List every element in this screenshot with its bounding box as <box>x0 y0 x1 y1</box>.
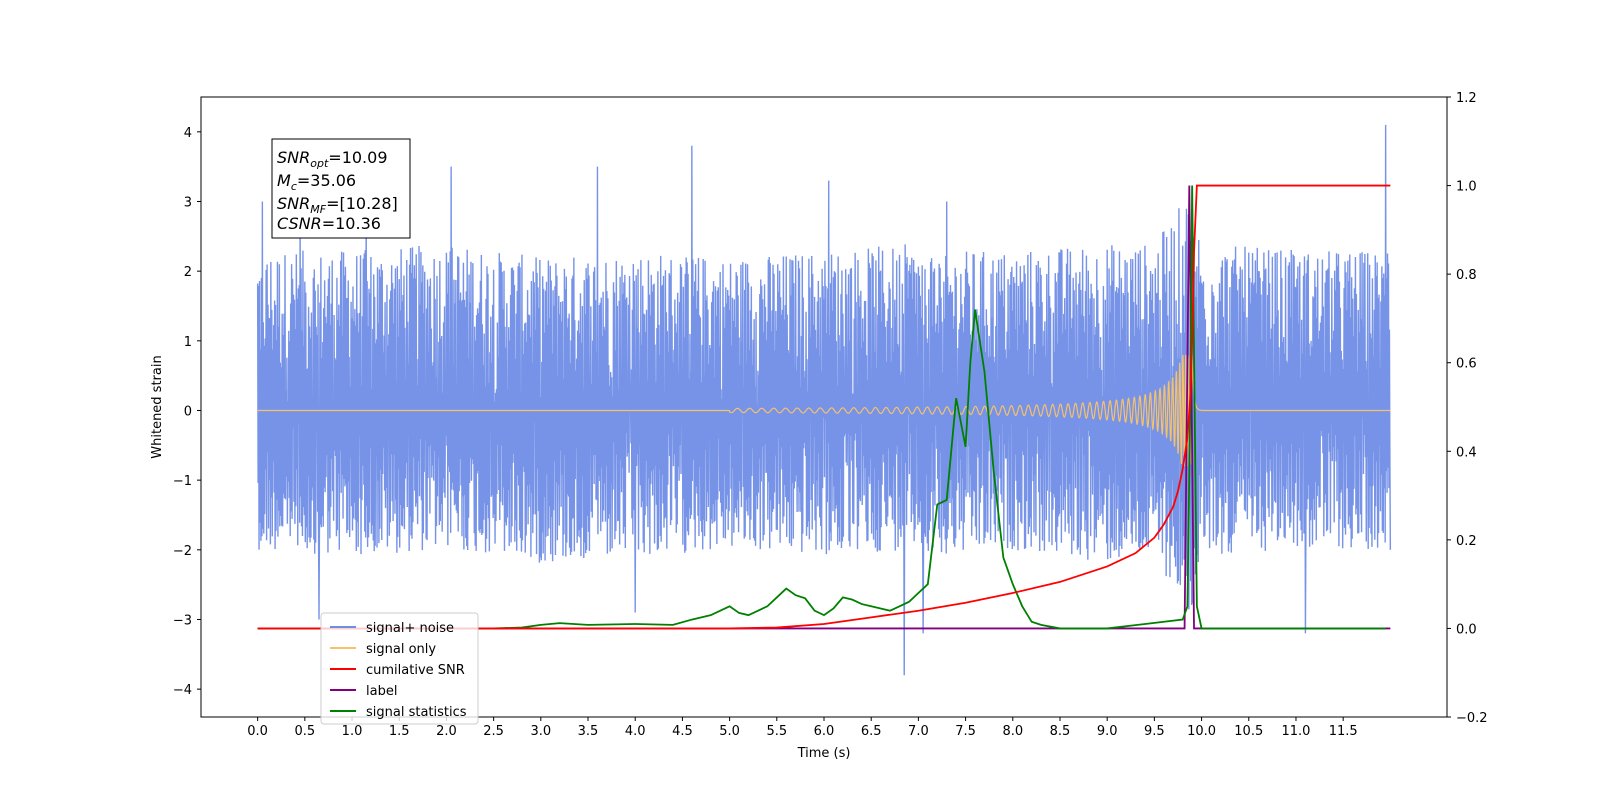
y-right-tick-label: 0.4 <box>1456 445 1477 460</box>
signal-only-series <box>257 354 1391 467</box>
y-right-tick-label: 0.6 <box>1456 357 1477 372</box>
annotation-frame <box>271 138 411 239</box>
x-tick-label: 8.0 <box>1002 724 1023 739</box>
x-tick-label: 4.0 <box>625 724 646 739</box>
y-left-tick-label: 3 <box>184 195 192 210</box>
y-left-tick-label: −2 <box>173 544 192 559</box>
x-axis: 0.0 0.5 1.0 1.5 2.0 2.5 3.0 3.5 4.0 4.5 5.0 5.5 6.0 6… <box>247 717 1358 739</box>
x-tick-label: 10.5 <box>1234 724 1263 739</box>
x-tick-label: 9.5 <box>1144 724 1165 739</box>
y-left-tick-label: 4 <box>184 126 192 141</box>
y-right-tick-label: 1.2 <box>1456 91 1477 106</box>
y-left-tick-label: −4 <box>173 683 192 698</box>
legend-label: cumilative SNR <box>366 663 465 678</box>
x-tick-label: 0.0 <box>247 724 268 739</box>
cumulative-snr-series <box>257 184 1391 630</box>
signal-statistics-series <box>257 185 1386 630</box>
x-tick-label: 2.0 <box>436 724 457 739</box>
x-tick-label: 7.5 <box>955 724 976 739</box>
legend-label: label <box>366 684 397 699</box>
legend-frame <box>320 612 479 725</box>
y-right-tick-label: 0.2 <box>1456 534 1477 549</box>
y-left-tick-label: 1 <box>184 335 192 350</box>
x-tick-label: 2.5 <box>483 724 504 739</box>
x-tick-label: 5.0 <box>719 724 740 739</box>
legend: signal+ noise signal only cumilative SNR la… <box>320 612 479 725</box>
y-right-tick-label: 0.0 <box>1456 622 1477 637</box>
x-tick-label: 11.5 <box>1329 724 1358 739</box>
y-left-tick-label: 2 <box>184 265 192 280</box>
x-tick-label: 7.0 <box>908 724 929 739</box>
legend-label: signal statistics <box>366 705 467 720</box>
legend-label: signal only <box>366 642 436 657</box>
plot-area <box>256 124 1392 676</box>
left-y-axis: 4 3 2 1 0 −1 −2 −3 −4 <box>173 126 201 698</box>
snr-opt-value: =10.09 <box>328 148 387 167</box>
x-tick-label: 1.5 <box>389 724 410 739</box>
y-left-tick-label: −1 <box>173 474 192 489</box>
x-tick-label: 11.0 <box>1281 724 1310 739</box>
right-y-axis: 1.2 1.0 0.8 0.6 0.4 0.2 0.0 −0.2 <box>1447 91 1488 726</box>
y-left-tick-label: −3 <box>173 613 192 628</box>
snr-opt-annotation: SNRopt=10.09 <box>277 148 388 170</box>
y-axis-label: Whitened strain <box>150 355 165 458</box>
x-tick-label: 8.5 <box>1050 724 1071 739</box>
mc-value: =35.06 <box>297 171 356 190</box>
signal-noise-series <box>256 124 1392 676</box>
legend-label: signal+ noise <box>366 621 454 636</box>
y-right-tick-label: −0.2 <box>1456 711 1488 726</box>
x-tick-label: 3.0 <box>530 724 551 739</box>
y-right-tick-label: 0.8 <box>1456 268 1477 283</box>
x-tick-label: 5.5 <box>766 724 787 739</box>
x-tick-label: 6.0 <box>814 724 835 739</box>
y-right-tick-label: 1.0 <box>1456 180 1477 195</box>
x-axis-label: Time (s) <box>797 746 851 761</box>
x-tick-label: 4.5 <box>672 724 693 739</box>
x-tick-label: 3.5 <box>578 724 599 739</box>
snr-mf-annotation: SNRMF=[10.28] <box>277 194 398 216</box>
x-tick-label: 9.0 <box>1097 724 1118 739</box>
x-tick-label: 6.5 <box>861 724 882 739</box>
snr-mf-value: =[10.28] <box>326 194 398 213</box>
x-tick-label: 10.0 <box>1187 724 1216 739</box>
x-tick-label: 1.0 <box>342 724 363 739</box>
csnr-value: =10.36 <box>322 214 381 233</box>
x-tick-label: 0.5 <box>294 724 315 739</box>
stats-annotation-box: SNRopt=10.09 Mc=35.06 SNRMF=[10.28] CSNR… <box>271 138 411 239</box>
csnr-annotation: CSNR=10.36 <box>277 214 381 233</box>
mc-annotation: Mc=35.06 <box>277 171 356 193</box>
y-left-tick-label: 0 <box>184 404 192 419</box>
